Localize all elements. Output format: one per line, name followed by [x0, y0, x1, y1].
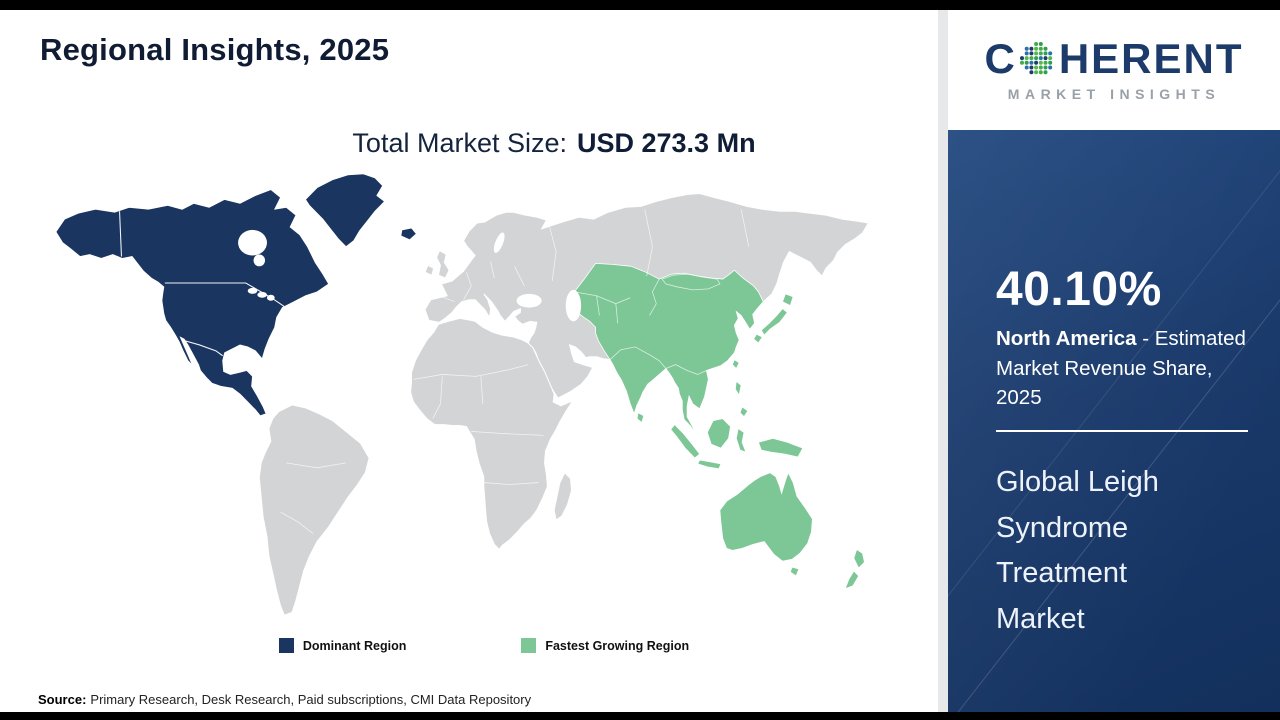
region-south-america [258, 404, 370, 616]
dominant-region-label: Dominant Region [302, 638, 407, 653]
map-legend: Dominant Region Fastest Growing Region [0, 638, 938, 653]
revenue-share-description: North America - Estimated Market Revenue… [996, 324, 1258, 413]
logo-text-suffix: HERENT [1058, 35, 1244, 82]
region-tasmania [789, 566, 800, 577]
revenue-share-value: 40.10% [996, 263, 1162, 316]
total-market-size-label: Total Market Size: [352, 128, 567, 158]
market-title: Global Leigh Syndrome Treatment Market [996, 466, 1159, 635]
region-java [697, 459, 722, 470]
region-new-guinea [757, 437, 804, 458]
region-sulawesi [735, 427, 747, 453]
legend-item-fastest: Fastest Growing Region [521, 638, 689, 653]
stats-panel: 40.10% North America - Estimated Market … [948, 130, 1280, 712]
region-africa [410, 317, 574, 551]
source-label: Source: [38, 692, 87, 707]
main-content-area: Regional Insights, 2025 Total Market Siz… [0, 10, 938, 712]
james-bay [253, 254, 266, 267]
world-map-svg [55, 173, 870, 616]
region-iceland [400, 227, 417, 241]
revenue-share-text: - Estimated Market Revenue Share, 2025 [996, 327, 1246, 410]
region-new-zealand [844, 548, 865, 590]
fastest-region-label: Fastest Growing Region [545, 638, 690, 653]
hudson-bay [238, 229, 267, 256]
asia-pacific-borders [574, 273, 721, 375]
region-asia-pacific [573, 262, 764, 435]
great-lake-1 [247, 287, 258, 294]
vertical-divider [938, 10, 948, 712]
baltic-sea [493, 232, 505, 253]
dominant-region-swatch [278, 638, 294, 653]
fastest-region-swatch [521, 638, 537, 653]
region-sumatra [670, 423, 701, 459]
source-text: Primary Research, Desk Research, Paid su… [90, 692, 532, 707]
top-border-bar [0, 0, 1280, 10]
caspian-sea [565, 289, 582, 322]
region-greenland [305, 173, 386, 248]
region-australia [719, 471, 813, 562]
region-north-america [55, 189, 330, 417]
logo-text-prefix: C [984, 35, 1017, 82]
world-map [28, 168, 876, 630]
region-japan [753, 293, 794, 344]
total-market-size: Total Market Size: USD 273.3 Mn [0, 128, 938, 159]
brand-logo: C HERENT MARKET INSIGHTS [948, 10, 1280, 130]
logo-wordmark: C HERENT [984, 38, 1243, 80]
legend-item-dominant: Dominant Region [278, 638, 407, 653]
eurasia-africa-borders [280, 209, 750, 534]
north-america-borders [119, 211, 285, 357]
great-lake-2 [257, 291, 267, 298]
dotted-globe-icon [1019, 42, 1053, 75]
region-taiwan [731, 359, 740, 370]
region-borneo [706, 418, 731, 449]
sidebar: C HERENT MARKET INSIGHTS 40.10% North Am… [948, 10, 1280, 712]
total-market-size-value: USD 273.3 Mn [577, 128, 756, 158]
revenue-share-region: North America [996, 327, 1137, 350]
bottom-border-bar [0, 712, 1280, 720]
region-philippines [734, 380, 749, 418]
page-title: Regional Insights, 2025 [40, 32, 390, 67]
region-madagascar [553, 471, 572, 521]
region-united-kingdom [436, 249, 450, 279]
black-sea [516, 293, 542, 308]
region-asia-pacific-islands [636, 293, 865, 590]
logo-tagline: MARKET INSIGHTS [1007, 86, 1221, 102]
panel-divider-line [996, 430, 1248, 432]
source-note: Source: Primary Research, Desk Research, … [38, 692, 531, 707]
region-ireland [424, 264, 435, 276]
region-sri-lanka [636, 412, 645, 424]
